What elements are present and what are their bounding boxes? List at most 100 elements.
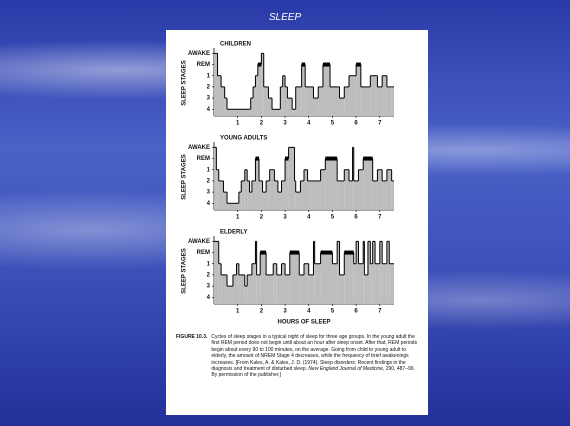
step-area: [223, 192, 228, 210]
step-area: [363, 241, 365, 304]
step-area: [363, 158, 373, 210]
step-area: [269, 169, 275, 210]
step-area: [367, 241, 371, 304]
step-area: [289, 252, 300, 304]
y-tick-label: 2: [207, 272, 211, 278]
x-tick-label: 6: [354, 309, 358, 315]
step-area: [370, 263, 373, 304]
y-tick-label: REM: [197, 250, 210, 256]
step-area: [244, 286, 248, 304]
step-area: [256, 274, 261, 304]
step-area: [260, 252, 267, 304]
step-area: [353, 263, 357, 304]
step-area: [216, 169, 219, 210]
x-tick-label: 1: [236, 121, 240, 127]
step-area: [320, 252, 333, 304]
step-area: [375, 263, 380, 304]
step-area: [273, 263, 277, 304]
y-tick-label: AWAKE: [188, 145, 210, 151]
x-tick-label: 1: [236, 215, 240, 221]
step-area: [313, 241, 315, 304]
step-area: [325, 158, 338, 210]
step-area: [276, 274, 282, 304]
step-area: [353, 180, 359, 210]
step-area: [356, 241, 359, 304]
step-area: [217, 75, 222, 116]
step-area: [227, 286, 233, 304]
caption: FIGURE 10.3. Cycles of sleep stages in a…: [176, 334, 420, 379]
step-area: [377, 169, 383, 210]
x-tick-label: 3: [283, 215, 287, 221]
slide-title: SLEEP: [268, 12, 302, 23]
y-tick-label: 3: [207, 96, 211, 102]
step-area: [299, 274, 304, 304]
step-area: [281, 263, 286, 304]
step-area: [224, 98, 228, 116]
step-area: [386, 86, 392, 116]
step-area: [382, 75, 387, 116]
step-area: [313, 98, 319, 116]
caption-journal: New England Journal of Medicine,: [308, 366, 385, 373]
y-axis-label: SLEEP STAGES: [182, 60, 188, 105]
y-tick-label: REM: [197, 156, 210, 162]
step-area: [307, 180, 312, 210]
step-area: [244, 169, 248, 210]
step-area: [372, 241, 376, 304]
y-tick-label: 3: [207, 190, 211, 196]
x-tick-label: 5: [331, 121, 335, 127]
x-tick-label: 6: [354, 121, 358, 127]
step-area: [386, 241, 390, 304]
x-tick-label: 2: [260, 215, 264, 221]
step-area: [358, 169, 364, 210]
step-area: [277, 192, 282, 210]
step-area: [272, 109, 281, 116]
step-area: [251, 263, 256, 304]
y-axis-label: SLEEP STAGES: [182, 154, 188, 199]
step-area: [280, 86, 283, 116]
step-area: [382, 180, 387, 210]
x-tick-label: 5: [331, 215, 335, 221]
step-area: [330, 86, 340, 116]
step-area: [282, 75, 286, 116]
y-tick-label: 1: [207, 73, 211, 79]
x-tick-label: 5: [331, 309, 335, 315]
step-area: [257, 64, 262, 116]
step-area: [227, 203, 239, 210]
y-tick-label: REM: [197, 62, 210, 68]
caption-label: FIGURE 10.3.: [176, 334, 208, 340]
step-area: [311, 180, 321, 210]
step-area: [253, 86, 256, 116]
step-area: [214, 241, 219, 304]
step-area: [379, 241, 383, 304]
y-tick-label: AWAKE: [188, 239, 210, 245]
caption-tail: 290, 487–99. By permission of the publis…: [211, 366, 415, 379]
chart-title: CHILDREN: [220, 42, 251, 48]
step-area: [221, 274, 228, 304]
step-area: [322, 64, 331, 116]
step-area: [263, 86, 269, 116]
step-area: [262, 192, 267, 210]
step-area: [292, 109, 296, 116]
step-area: [241, 180, 245, 210]
step-area: [250, 98, 254, 116]
step-area: [358, 263, 364, 304]
step-area: [214, 53, 218, 116]
y-tick-label: 4: [207, 107, 211, 113]
step-area: [372, 180, 378, 210]
y-tick-label: 1: [207, 261, 211, 267]
step-area: [301, 64, 306, 116]
step-area: [238, 192, 242, 210]
step-area: [247, 180, 250, 210]
step-area: [255, 241, 257, 304]
step-area: [281, 180, 286, 210]
step-area: [318, 86, 323, 116]
step-area: [251, 180, 256, 210]
step-area: [268, 98, 273, 116]
step-area: [255, 158, 259, 210]
x-tick-label: 7: [378, 121, 382, 127]
step-area: [344, 86, 349, 116]
step-area: [287, 98, 293, 116]
step-area: [249, 192, 252, 210]
